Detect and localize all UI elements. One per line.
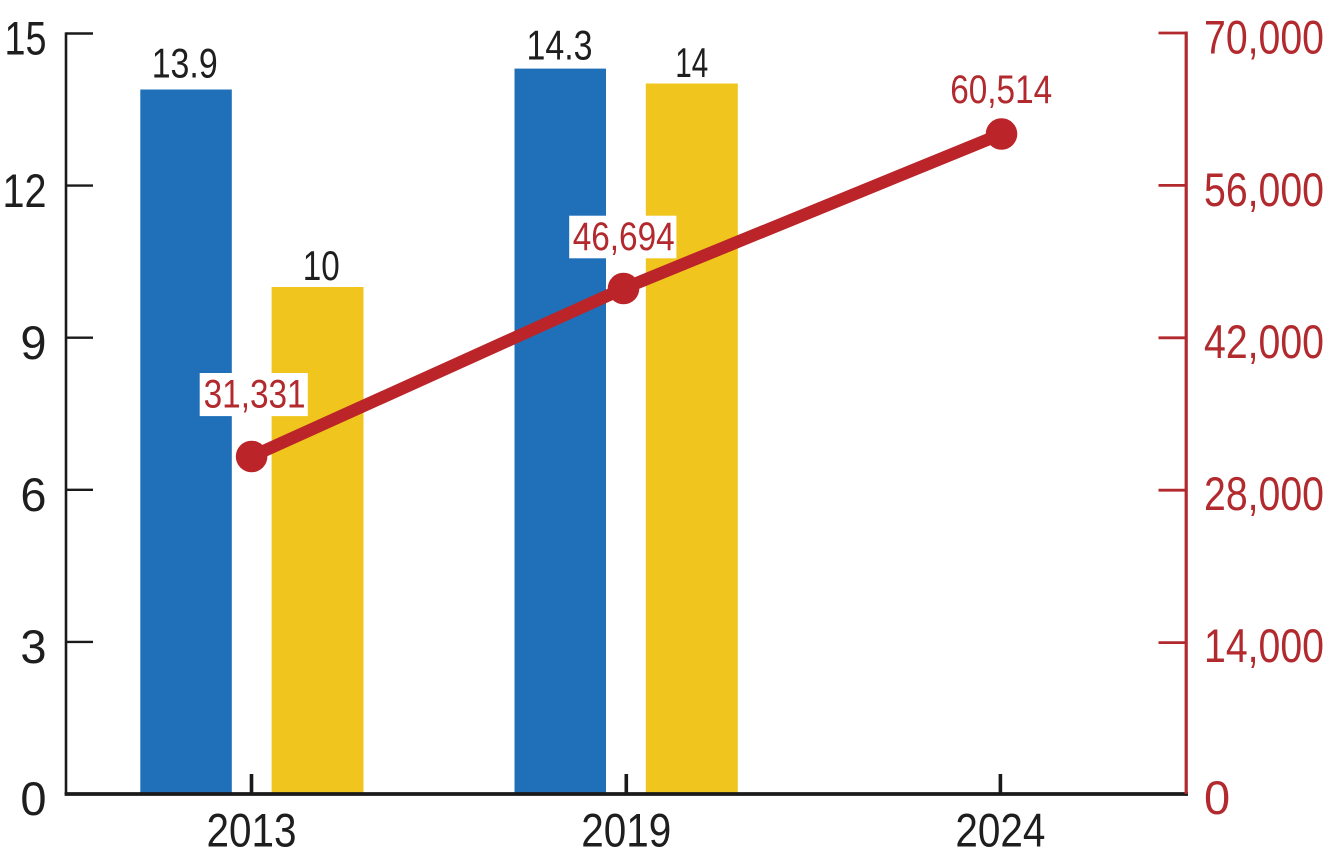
svg-text:12: 12 [3,164,47,217]
svg-text:6: 6 [20,468,46,521]
svg-text:28,000: 28,000 [1204,467,1324,520]
svg-text:46,694: 46,694 [573,215,675,259]
svg-text:2013: 2013 [207,804,297,857]
svg-text:15: 15 [5,12,47,65]
svg-text:14.3: 14.3 [527,21,593,68]
svg-text:9: 9 [20,316,46,369]
svg-text:31,331: 31,331 [204,373,306,417]
svg-text:2024: 2024 [955,804,1045,857]
svg-text:70,000: 70,000 [1204,11,1324,64]
svg-text:14,000: 14,000 [1204,619,1324,672]
svg-text:0: 0 [20,772,46,825]
svg-text:42,000: 42,000 [1204,315,1324,368]
svg-text:13.9: 13.9 [152,40,218,87]
svg-text:10: 10 [303,242,340,289]
svg-text:14: 14 [675,39,708,86]
svg-text:2019: 2019 [581,804,671,857]
svg-text:3: 3 [20,620,46,673]
svg-text:60,514: 60,514 [950,68,1052,112]
svg-text:0: 0 [1204,771,1230,824]
svg-text:56,000: 56,000 [1204,163,1324,216]
